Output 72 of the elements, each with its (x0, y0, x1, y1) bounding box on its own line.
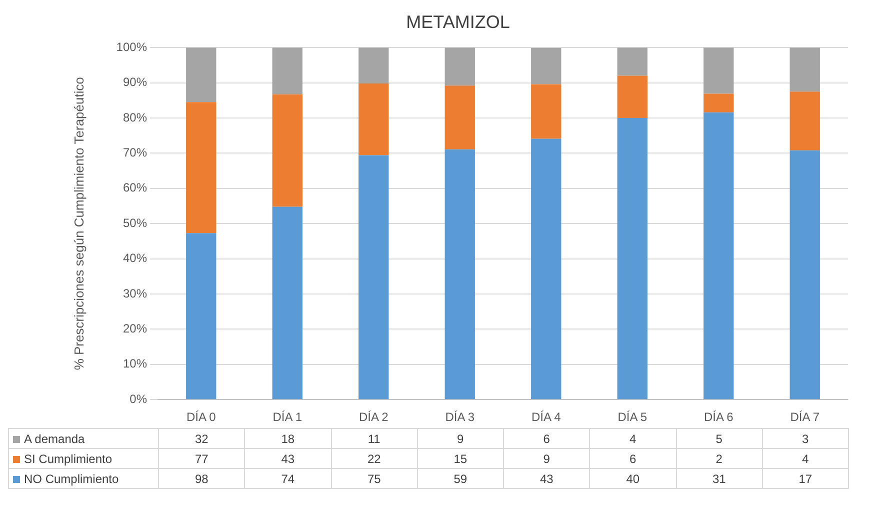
bar (272, 94, 302, 207)
text: 43 (504, 468, 590, 488)
bar (186, 48, 216, 102)
bar (704, 112, 734, 400)
y-tick-label: 20% (122, 322, 148, 336)
text: A demanda (24, 432, 85, 446)
bar (704, 94, 734, 112)
text: 98 (158, 468, 245, 488)
bar (617, 48, 648, 76)
bar (444, 48, 475, 86)
bar (272, 206, 302, 400)
x-tick-label: DÍA 5 (618, 410, 648, 424)
bar (531, 48, 562, 84)
text: 6 (590, 448, 676, 468)
x-tick-label: DÍA 0 (186, 410, 216, 424)
bar (531, 138, 562, 400)
y-tick-label: 100% (116, 40, 148, 54)
text: 32 (158, 428, 245, 448)
text: 6 (504, 428, 590, 448)
y-tick-label: 40% (122, 251, 148, 266)
bar (358, 48, 389, 84)
x-tick-label: DÍA 6 (704, 410, 734, 424)
x-tick-label: DÍA 3 (445, 410, 475, 424)
text: 4 (590, 428, 676, 448)
x-tick-label: DÍA 1 (272, 410, 302, 424)
chart-title: METAMIZOL (406, 12, 510, 32)
text: 40 (590, 468, 676, 488)
text: 15 (417, 448, 504, 468)
bar (186, 233, 216, 400)
bar (444, 86, 475, 150)
y-tick-label: 10% (122, 356, 148, 371)
y-tick-label: 0% (130, 392, 148, 406)
bar (617, 118, 648, 400)
y-tick-label: 80% (122, 110, 148, 124)
y-tick-label: 50% (122, 216, 148, 230)
bar (790, 92, 820, 150)
y-tick-label: 30% (122, 286, 148, 300)
y-tick-label: 90% (122, 75, 148, 90)
text: 74 (244, 468, 331, 488)
x-tick-label: DÍA 2 (358, 410, 389, 424)
text: 2 (676, 448, 762, 468)
text: NO Cumplimiento (24, 472, 119, 486)
bar (358, 155, 389, 400)
bar (186, 102, 216, 234)
y-axis-title: % Prescripciones según Cumplimiento Terapéutico (71, 77, 86, 370)
bar (531, 84, 562, 139)
text: 3 (762, 428, 848, 448)
text: 77 (158, 448, 245, 468)
bar (704, 48, 734, 94)
text: 59 (417, 468, 504, 488)
text: 43 (244, 448, 331, 468)
bar (790, 150, 820, 400)
y-tick-label: 70% (122, 146, 148, 160)
text: 22 (331, 448, 418, 468)
x-tick-label: DÍA 7 (790, 410, 820, 424)
text: 9 (417, 428, 504, 448)
text: 31 (676, 468, 762, 488)
text: 11 (331, 428, 418, 448)
text: SI Cumplimiento (24, 452, 112, 466)
text: 18 (244, 428, 331, 448)
bar (790, 48, 820, 92)
y-tick-label: 60% (122, 180, 148, 195)
x-tick-label: DÍA 4 (531, 410, 562, 424)
bar (272, 48, 302, 94)
bar (444, 149, 475, 400)
text: 75 (331, 468, 418, 488)
text: 4 (762, 448, 848, 468)
text: 9 (504, 448, 590, 468)
text: 17 (762, 468, 848, 488)
bar (358, 84, 389, 156)
text: 5 (676, 428, 762, 448)
bar (617, 76, 648, 118)
